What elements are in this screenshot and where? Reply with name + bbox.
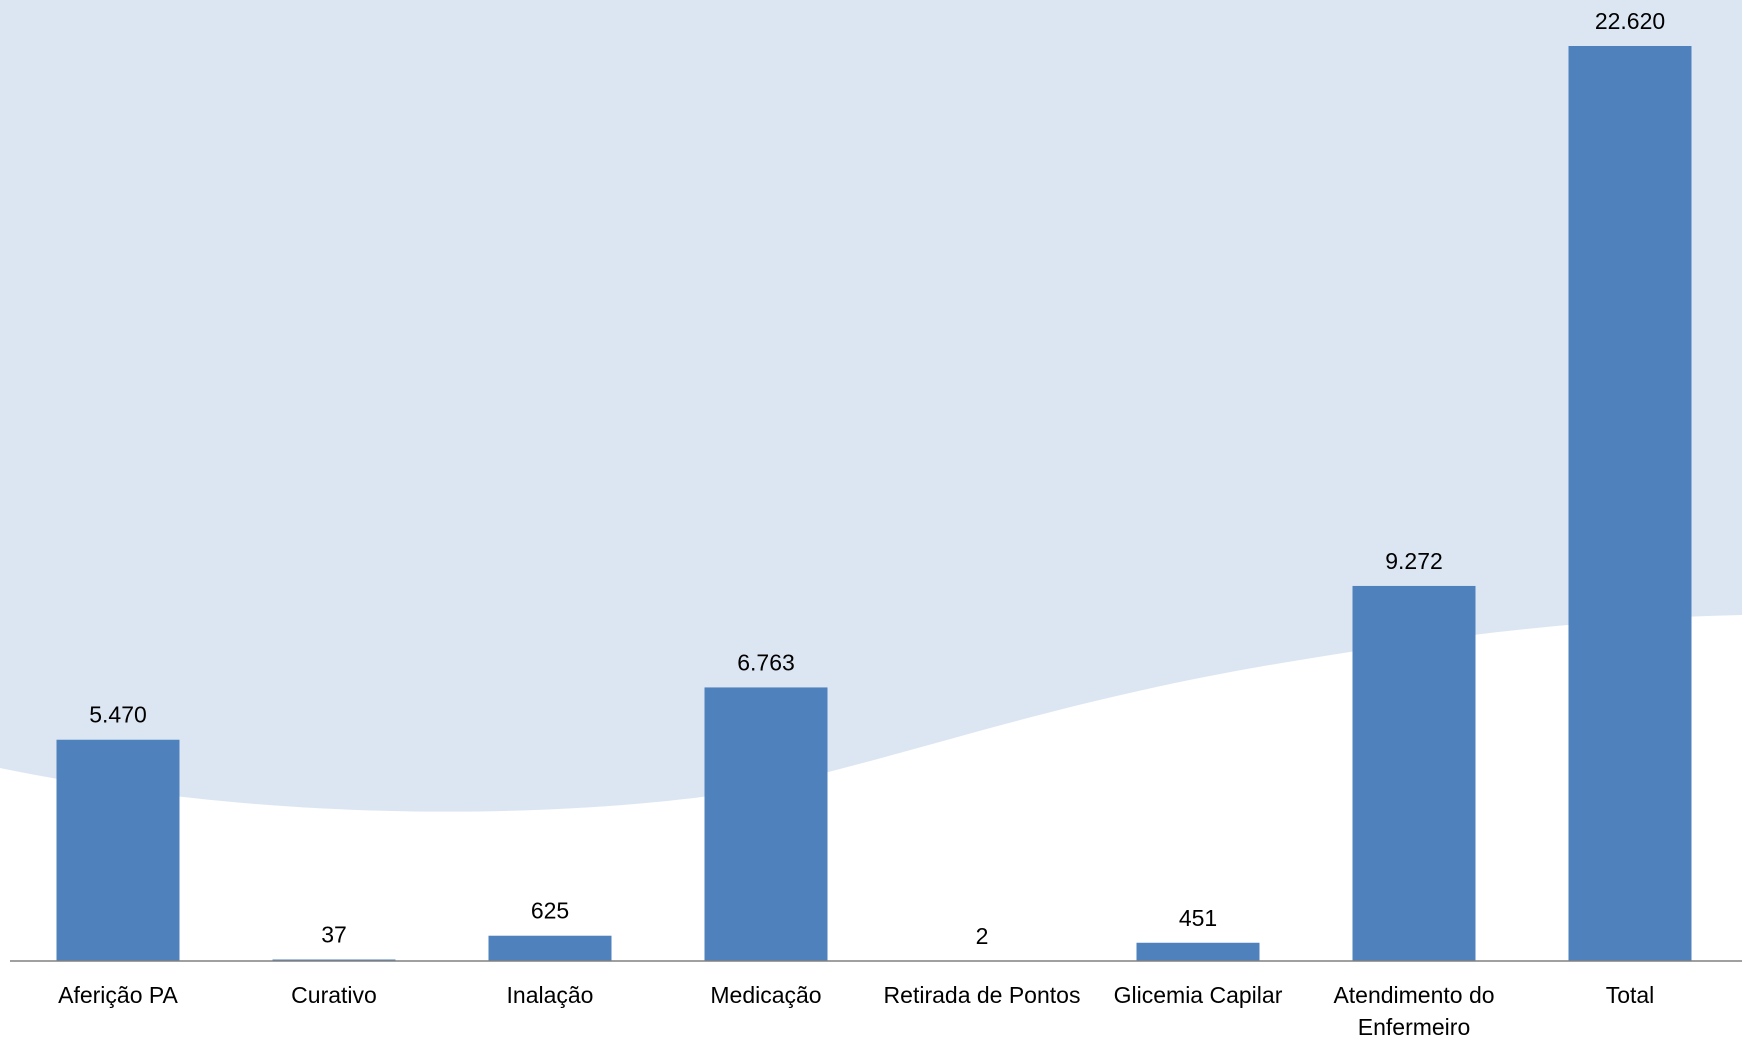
background-wave [0, 0, 1742, 812]
value-label-5: 451 [1179, 905, 1217, 931]
category-label-6-line-0: Atendimento do [1333, 982, 1494, 1008]
bar-5 [1136, 942, 1260, 961]
bar-0 [56, 739, 180, 961]
value-label-6: 9.272 [1385, 548, 1443, 574]
bar-7 [1568, 46, 1692, 961]
bar-6 [1352, 585, 1476, 961]
value-label-1: 37 [321, 922, 347, 948]
value-label-2: 625 [531, 898, 569, 924]
category-label-1: Curativo [291, 982, 377, 1008]
value-label-3: 6.763 [737, 649, 795, 675]
category-label-3: Medicação [710, 982, 821, 1008]
category-label-4: Retirada de Pontos [884, 982, 1081, 1008]
category-label-2: Inalação [507, 982, 594, 1008]
category-label-7: Total [1606, 982, 1655, 1008]
bar-2 [488, 935, 612, 961]
value-label-4: 2 [976, 923, 989, 949]
value-labels-group: 5.470 37 625 6.763 2 451 9.272 22.620 [89, 8, 1665, 949]
value-label-7: 22.620 [1595, 8, 1665, 34]
category-label-6-line-1: Enfermeiro [1358, 1014, 1470, 1040]
bars-group [56, 46, 1692, 962]
category-label-0: Aferição PA [58, 982, 178, 1008]
value-label-0: 5.470 [89, 702, 147, 728]
category-label-5: Glicemia Capilar [1114, 982, 1283, 1008]
bar-3 [704, 687, 828, 961]
category-labels-group: Aferição PA Curativo Inalação Medicação Reti… [58, 982, 1654, 1040]
